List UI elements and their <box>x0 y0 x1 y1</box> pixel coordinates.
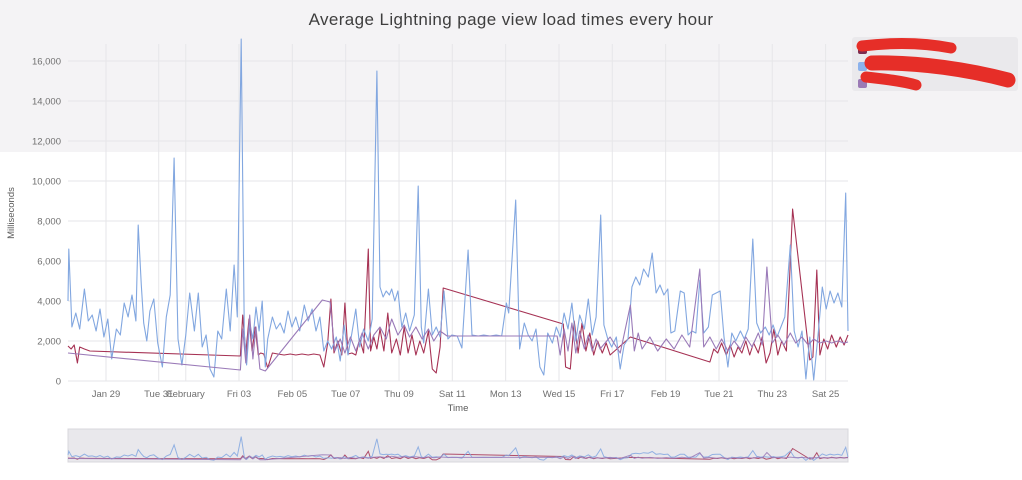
navigator-series-2 <box>67 436 849 462</box>
x-axis-tick-label: Mon 13 <box>490 389 522 400</box>
x-axis-tick-label: Thu 09 <box>384 389 414 400</box>
y-axis-tick-label: 6,000 <box>37 257 61 268</box>
legend-item-1[interactable] <box>858 41 1018 58</box>
legend-swatch-2 <box>858 62 867 71</box>
x-axis-tick-label: Fri 03 <box>227 389 251 400</box>
x-axis-tick-label: Tue 21 <box>704 389 733 400</box>
x-axis-tick-label: Sat 25 <box>812 389 839 400</box>
y-axis-tick-label: 0 <box>56 377 61 388</box>
x-axis-tick-label: Sat 11 <box>439 389 466 400</box>
legend-swatch-1 <box>858 45 867 54</box>
legend-item-2[interactable]: Lightning <box>858 58 1018 75</box>
x-axis-tick-label: Feb 05 <box>278 389 308 400</box>
x-axis-tick-label: Feb 19 <box>651 389 681 400</box>
y-axis-tick-label: 10,000 <box>32 177 61 188</box>
x-axis-tick-label: Jan 29 <box>92 389 121 400</box>
legend-item-3[interactable] <box>858 75 1018 92</box>
legend-label-2: Lightning <box>930 61 967 72</box>
navigator-series-3 <box>67 451 848 461</box>
x-axis-tick-label: Wed 15 <box>543 389 576 400</box>
y-axis-tick-label: 4,000 <box>37 297 61 308</box>
legend: Lightning <box>852 37 1018 91</box>
y-axis-tick-label: 2,000 <box>37 337 61 348</box>
navigator[interactable] <box>67 428 849 463</box>
y-axis-tick-label: 8,000 <box>37 217 61 228</box>
x-axis-title: Time <box>448 403 469 414</box>
navigator-series-1 <box>67 447 849 461</box>
x-axis-tick-label: Tue 07 <box>331 389 360 400</box>
y-axis-title: Milliseconds <box>6 187 17 239</box>
chart-title: Average Lightning page view load times e… <box>308 10 714 29</box>
x-axis-tick-label: Fri 17 <box>600 389 624 400</box>
x-axis-tick-label: Thu 23 <box>757 389 787 400</box>
legend-swatch-3 <box>858 79 867 88</box>
series-line-1 <box>67 208 849 374</box>
series-line-3 <box>67 266 849 372</box>
x-axis-tick-label: Tue 31 <box>144 389 173 400</box>
x-axis-tick-label: February <box>167 389 205 400</box>
